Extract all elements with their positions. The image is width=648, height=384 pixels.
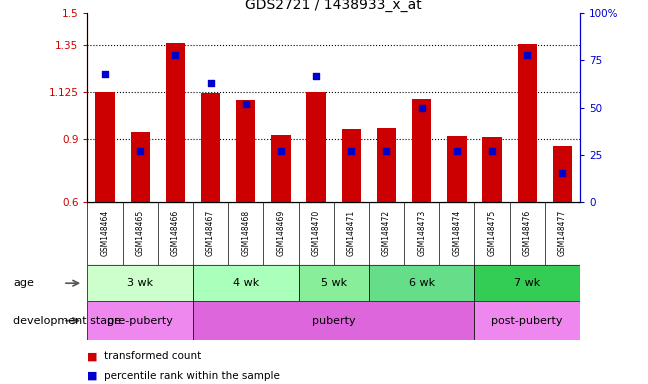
- Bar: [474, 301, 580, 340]
- Text: GSM148474: GSM148474: [452, 210, 461, 257]
- Point: [346, 148, 356, 154]
- Text: GSM148464: GSM148464: [100, 210, 110, 257]
- Text: 4 wk: 4 wk: [233, 278, 259, 288]
- Point: [557, 170, 568, 177]
- Text: GSM148472: GSM148472: [382, 210, 391, 257]
- Bar: [193, 301, 474, 340]
- Point: [240, 101, 251, 107]
- Bar: [518, 44, 537, 202]
- Text: ■: ■: [87, 371, 98, 381]
- Text: GSM148467: GSM148467: [206, 210, 215, 257]
- Text: 7 wk: 7 wk: [514, 278, 540, 288]
- Bar: [341, 129, 361, 202]
- Text: GSM148477: GSM148477: [558, 210, 567, 257]
- Point: [452, 148, 462, 154]
- Bar: [201, 93, 220, 202]
- Text: 6 wk: 6 wk: [409, 278, 435, 288]
- Bar: [553, 146, 572, 202]
- Point: [311, 73, 321, 79]
- Text: GSM148471: GSM148471: [347, 210, 356, 257]
- Text: GSM148466: GSM148466: [171, 210, 180, 257]
- Point: [522, 52, 533, 58]
- Text: GSM148475: GSM148475: [487, 210, 496, 257]
- Text: age: age: [13, 278, 34, 288]
- Bar: [87, 265, 193, 301]
- Text: GSM148470: GSM148470: [312, 210, 321, 257]
- Bar: [87, 301, 193, 340]
- Point: [276, 148, 286, 154]
- Text: transformed count: transformed count: [104, 351, 201, 361]
- Text: GSM148469: GSM148469: [277, 210, 286, 257]
- Point: [135, 148, 145, 154]
- Point: [100, 71, 110, 77]
- Text: GSM148476: GSM148476: [523, 210, 532, 257]
- Bar: [307, 92, 326, 202]
- Bar: [412, 99, 432, 202]
- Bar: [376, 128, 396, 202]
- Text: GSM148468: GSM148468: [241, 210, 250, 257]
- Text: GSM148465: GSM148465: [135, 210, 145, 257]
- Bar: [369, 265, 474, 301]
- Bar: [482, 137, 502, 202]
- Text: 3 wk: 3 wk: [127, 278, 154, 288]
- Text: 5 wk: 5 wk: [321, 278, 347, 288]
- Point: [170, 52, 181, 58]
- Bar: [166, 43, 185, 202]
- Point: [205, 80, 216, 86]
- Bar: [299, 265, 369, 301]
- Title: GDS2721 / 1438933_x_at: GDS2721 / 1438933_x_at: [246, 0, 422, 12]
- Bar: [474, 265, 580, 301]
- Point: [417, 104, 427, 111]
- Text: pre-puberty: pre-puberty: [108, 316, 173, 326]
- Point: [487, 148, 497, 154]
- Bar: [95, 92, 115, 202]
- Bar: [193, 265, 299, 301]
- Bar: [447, 136, 467, 202]
- Point: [381, 148, 391, 154]
- Text: puberty: puberty: [312, 316, 356, 326]
- Bar: [272, 135, 290, 202]
- Text: GSM148473: GSM148473: [417, 210, 426, 257]
- Text: post-puberty: post-puberty: [491, 316, 563, 326]
- Bar: [236, 100, 255, 202]
- Text: development stage: development stage: [13, 316, 121, 326]
- Text: percentile rank within the sample: percentile rank within the sample: [104, 371, 279, 381]
- Text: ■: ■: [87, 351, 98, 361]
- Bar: [130, 132, 150, 202]
